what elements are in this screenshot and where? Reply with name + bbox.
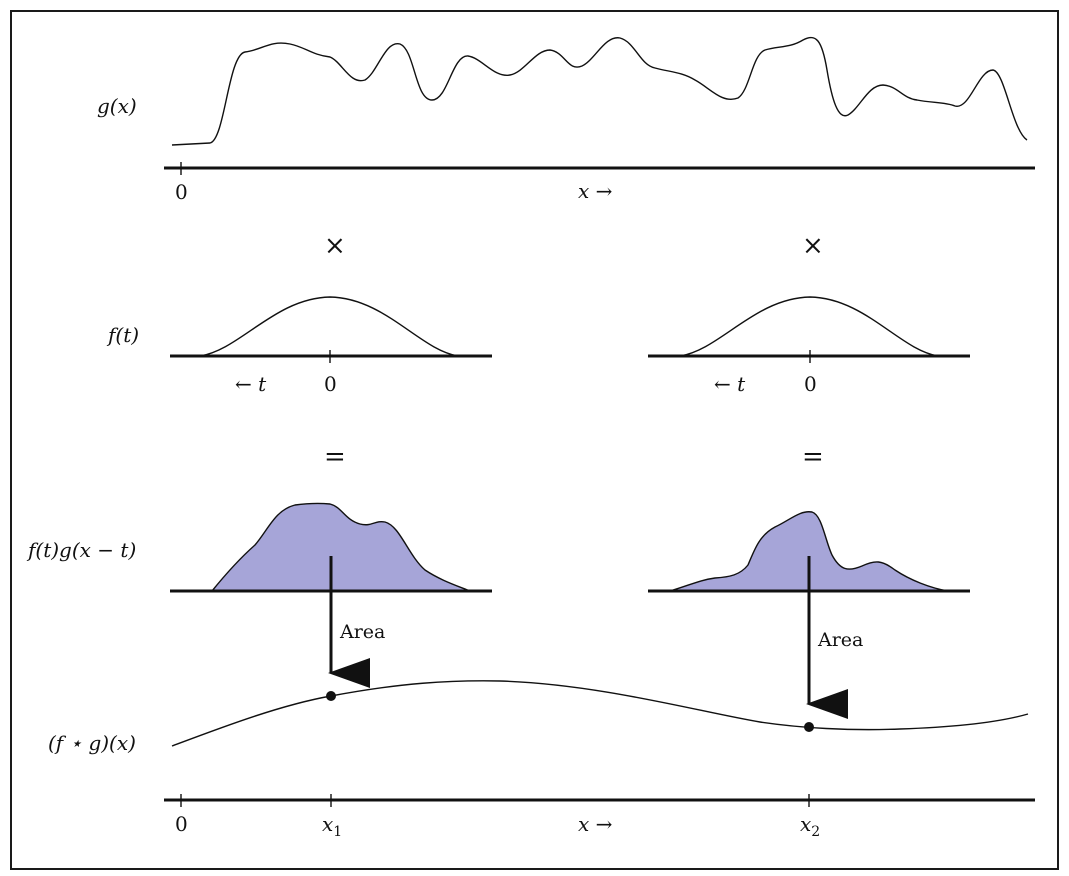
product-area-right — [669, 511, 949, 592]
figure-frame — [10, 10, 1059, 870]
x2-letter: x — [800, 812, 811, 836]
x1-letter: x — [322, 812, 333, 836]
result-point-x2 — [804, 722, 814, 732]
area-label-left: Area — [339, 621, 385, 643]
area-label-right: Area — [817, 629, 863, 651]
equals-symbol-right: = — [802, 442, 824, 472]
x2-subscript: 2 — [811, 824, 820, 840]
g-x-axis-label: x → — [578, 179, 613, 203]
product-label: f(t)g(x − t) — [26, 538, 136, 562]
product-area-left — [210, 502, 471, 592]
result-point-x1 — [326, 691, 336, 701]
f-zero-label-right: 0 — [804, 372, 817, 396]
equals-symbol-left: = — [324, 442, 346, 472]
result-zero-label: 0 — [175, 812, 188, 836]
x1-label: x1 — [322, 812, 342, 840]
result-label: (f ⋆ g)(x) — [48, 731, 136, 755]
f-curve-left — [199, 296, 459, 357]
f-label: f(t) — [106, 323, 139, 347]
g-label: g(x) — [97, 94, 137, 118]
g-zero-label: 0 — [175, 180, 188, 204]
f-t-axis-label-left: ← t — [235, 372, 267, 396]
f-curve-right — [679, 296, 939, 357]
result-x-axis-label: x → — [578, 812, 613, 836]
f-t-axis-label-right: ← t — [714, 372, 746, 396]
times-symbol-right: × — [802, 231, 824, 261]
g-curve — [171, 36, 1028, 146]
times-symbol-left: × — [324, 231, 346, 261]
x2-label: x2 — [800, 812, 820, 840]
result-curve — [171, 680, 1029, 747]
x1-subscript: 1 — [333, 824, 342, 840]
f-zero-label-left: 0 — [324, 372, 337, 396]
